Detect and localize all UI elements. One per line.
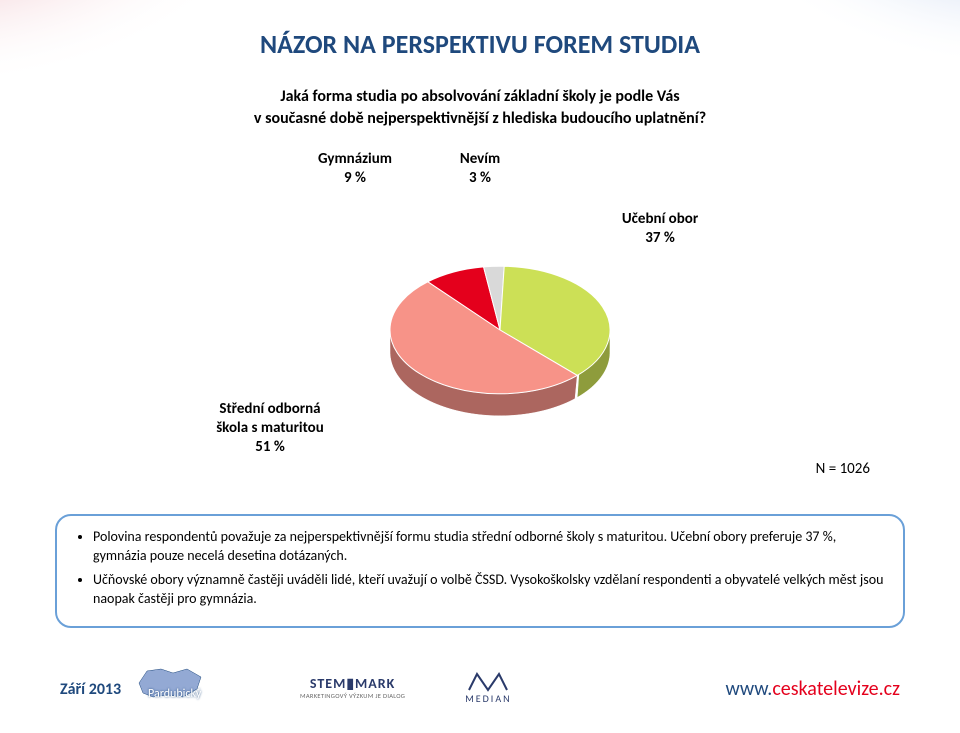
region-label: Pardubický — [148, 687, 201, 701]
bullet-item: Učňovské obory významně častěji uváděli … — [93, 571, 885, 609]
label-nevim: Nevím 3 % — [440, 150, 520, 188]
label-gymnazium: Gymnázium 9 % — [300, 150, 410, 188]
label-stredni: Střední odborná škola s maturitou 51 % — [190, 400, 350, 456]
logo-median: MEDIAN — [465, 670, 511, 705]
footer: Září 2013 Pardubický STEM▮MARK MARKETING… — [0, 663, 960, 713]
logo-stemmark: STEM▮MARK MARKETINGOVÝ VÝZKUM JE DIALOG — [300, 675, 405, 700]
n-count: N = 1026 — [816, 460, 870, 478]
footer-date: Září 2013 — [60, 680, 121, 699]
header-splash — [0, 0, 960, 170]
subtitle-line2: v současné době nejperspektivnější z hle… — [254, 109, 706, 128]
url-main: ceskatelevize.cz — [772, 677, 900, 701]
subtitle-line1: Jaká forma studia po absolvování základn… — [280, 87, 679, 106]
bullet-item: Polovina respondentů považuje za nejpers… — [93, 528, 885, 566]
label-ucebni: Učební obor 37 % — [600, 210, 720, 248]
pie-chart: Střední odborná škola s maturitou 51 % G… — [200, 150, 760, 490]
bullets-list: Polovina respondentů považuje za nejpers… — [75, 528, 885, 609]
bullets-box: Polovina respondentů považuje za nejpers… — [55, 514, 905, 628]
url-prefix: www. — [725, 677, 772, 701]
footer-logos: STEM▮MARK MARKETINGOVÝ VÝZKUM JE DIALOG … — [300, 670, 512, 705]
page-subtitle: Jaká forma studia po absolvování základn… — [0, 86, 960, 129]
footer-url: www.ceskatelevize.cz — [725, 677, 900, 701]
page-title: NÁZOR NA PERSPEKTIVU FOREM STUDIA — [0, 28, 960, 60]
